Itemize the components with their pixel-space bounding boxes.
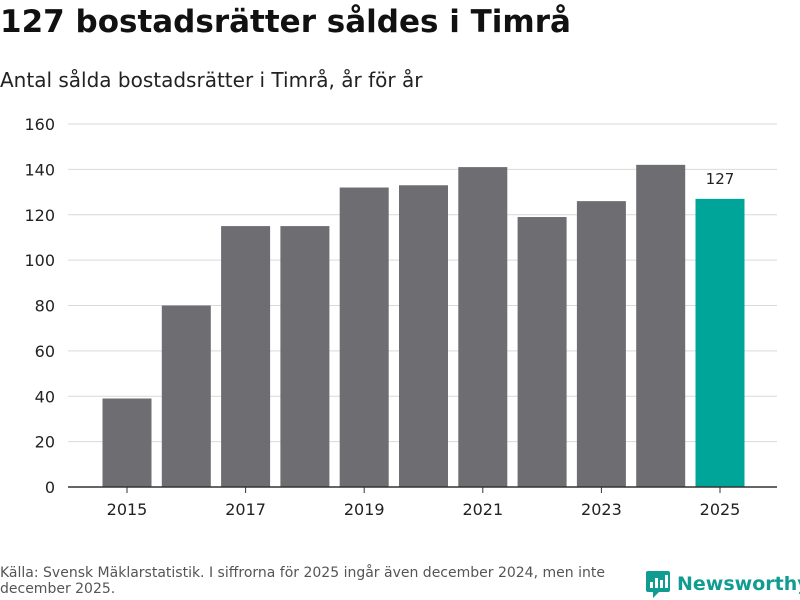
y-tick-label: 100 <box>24 251 55 270</box>
brand-logo[interactable]: Newsworthy <box>645 569 800 599</box>
chart-subtitle: Antal sålda bostadsrätter i Timrå, år fö… <box>0 68 423 92</box>
brand-name: Newsworthy <box>677 573 800 595</box>
y-tick-label: 80 <box>35 297 55 316</box>
bar-2018 <box>280 226 330 487</box>
bar-2022 <box>517 217 567 488</box>
bar-2017 <box>221 226 271 487</box>
x-tick-label: 2023 <box>581 500 622 519</box>
bar-2015 <box>102 398 152 487</box>
x-axis-ticks: 2015 2017 2019 2021 2023 2025 <box>107 487 741 519</box>
x-tick-label: 2017 <box>225 500 266 519</box>
x-tick-label: 2021 <box>462 500 503 519</box>
source-note: Källa: Svensk Mäklarstatistik. I siffror… <box>0 565 605 597</box>
y-tick-label: 140 <box>24 160 55 179</box>
data-labels: 127 <box>706 170 735 188</box>
bar-2020 <box>399 185 448 487</box>
bar-2016 <box>161 305 211 487</box>
y-tick-label: 160 <box>24 115 55 134</box>
bar-2025 <box>695 198 745 487</box>
x-tick-label: 2019 <box>344 500 385 519</box>
x-tick-label: 2025 <box>700 500 741 519</box>
bar-2021 <box>458 167 508 487</box>
bars <box>102 164 745 488</box>
y-tick-label: 120 <box>24 206 55 225</box>
y-axis-ticks: 0 20 40 60 80 100 120 140 160 <box>24 115 55 497</box>
y-tick-label: 0 <box>45 478 55 497</box>
newsworthy-logo-icon <box>646 571 670 598</box>
bar-2023 <box>576 201 626 487</box>
y-tick-label: 20 <box>35 433 55 452</box>
y-tick-label: 60 <box>35 342 55 361</box>
chart-title: 127 bostadsrätter såldes i Timrå <box>0 4 571 40</box>
bar-2019 <box>339 187 389 487</box>
x-tick-label: 2015 <box>107 500 148 519</box>
data-label-2025: 127 <box>706 170 735 188</box>
y-tick-label: 40 <box>35 387 55 406</box>
bar-2024 <box>636 164 686 487</box>
